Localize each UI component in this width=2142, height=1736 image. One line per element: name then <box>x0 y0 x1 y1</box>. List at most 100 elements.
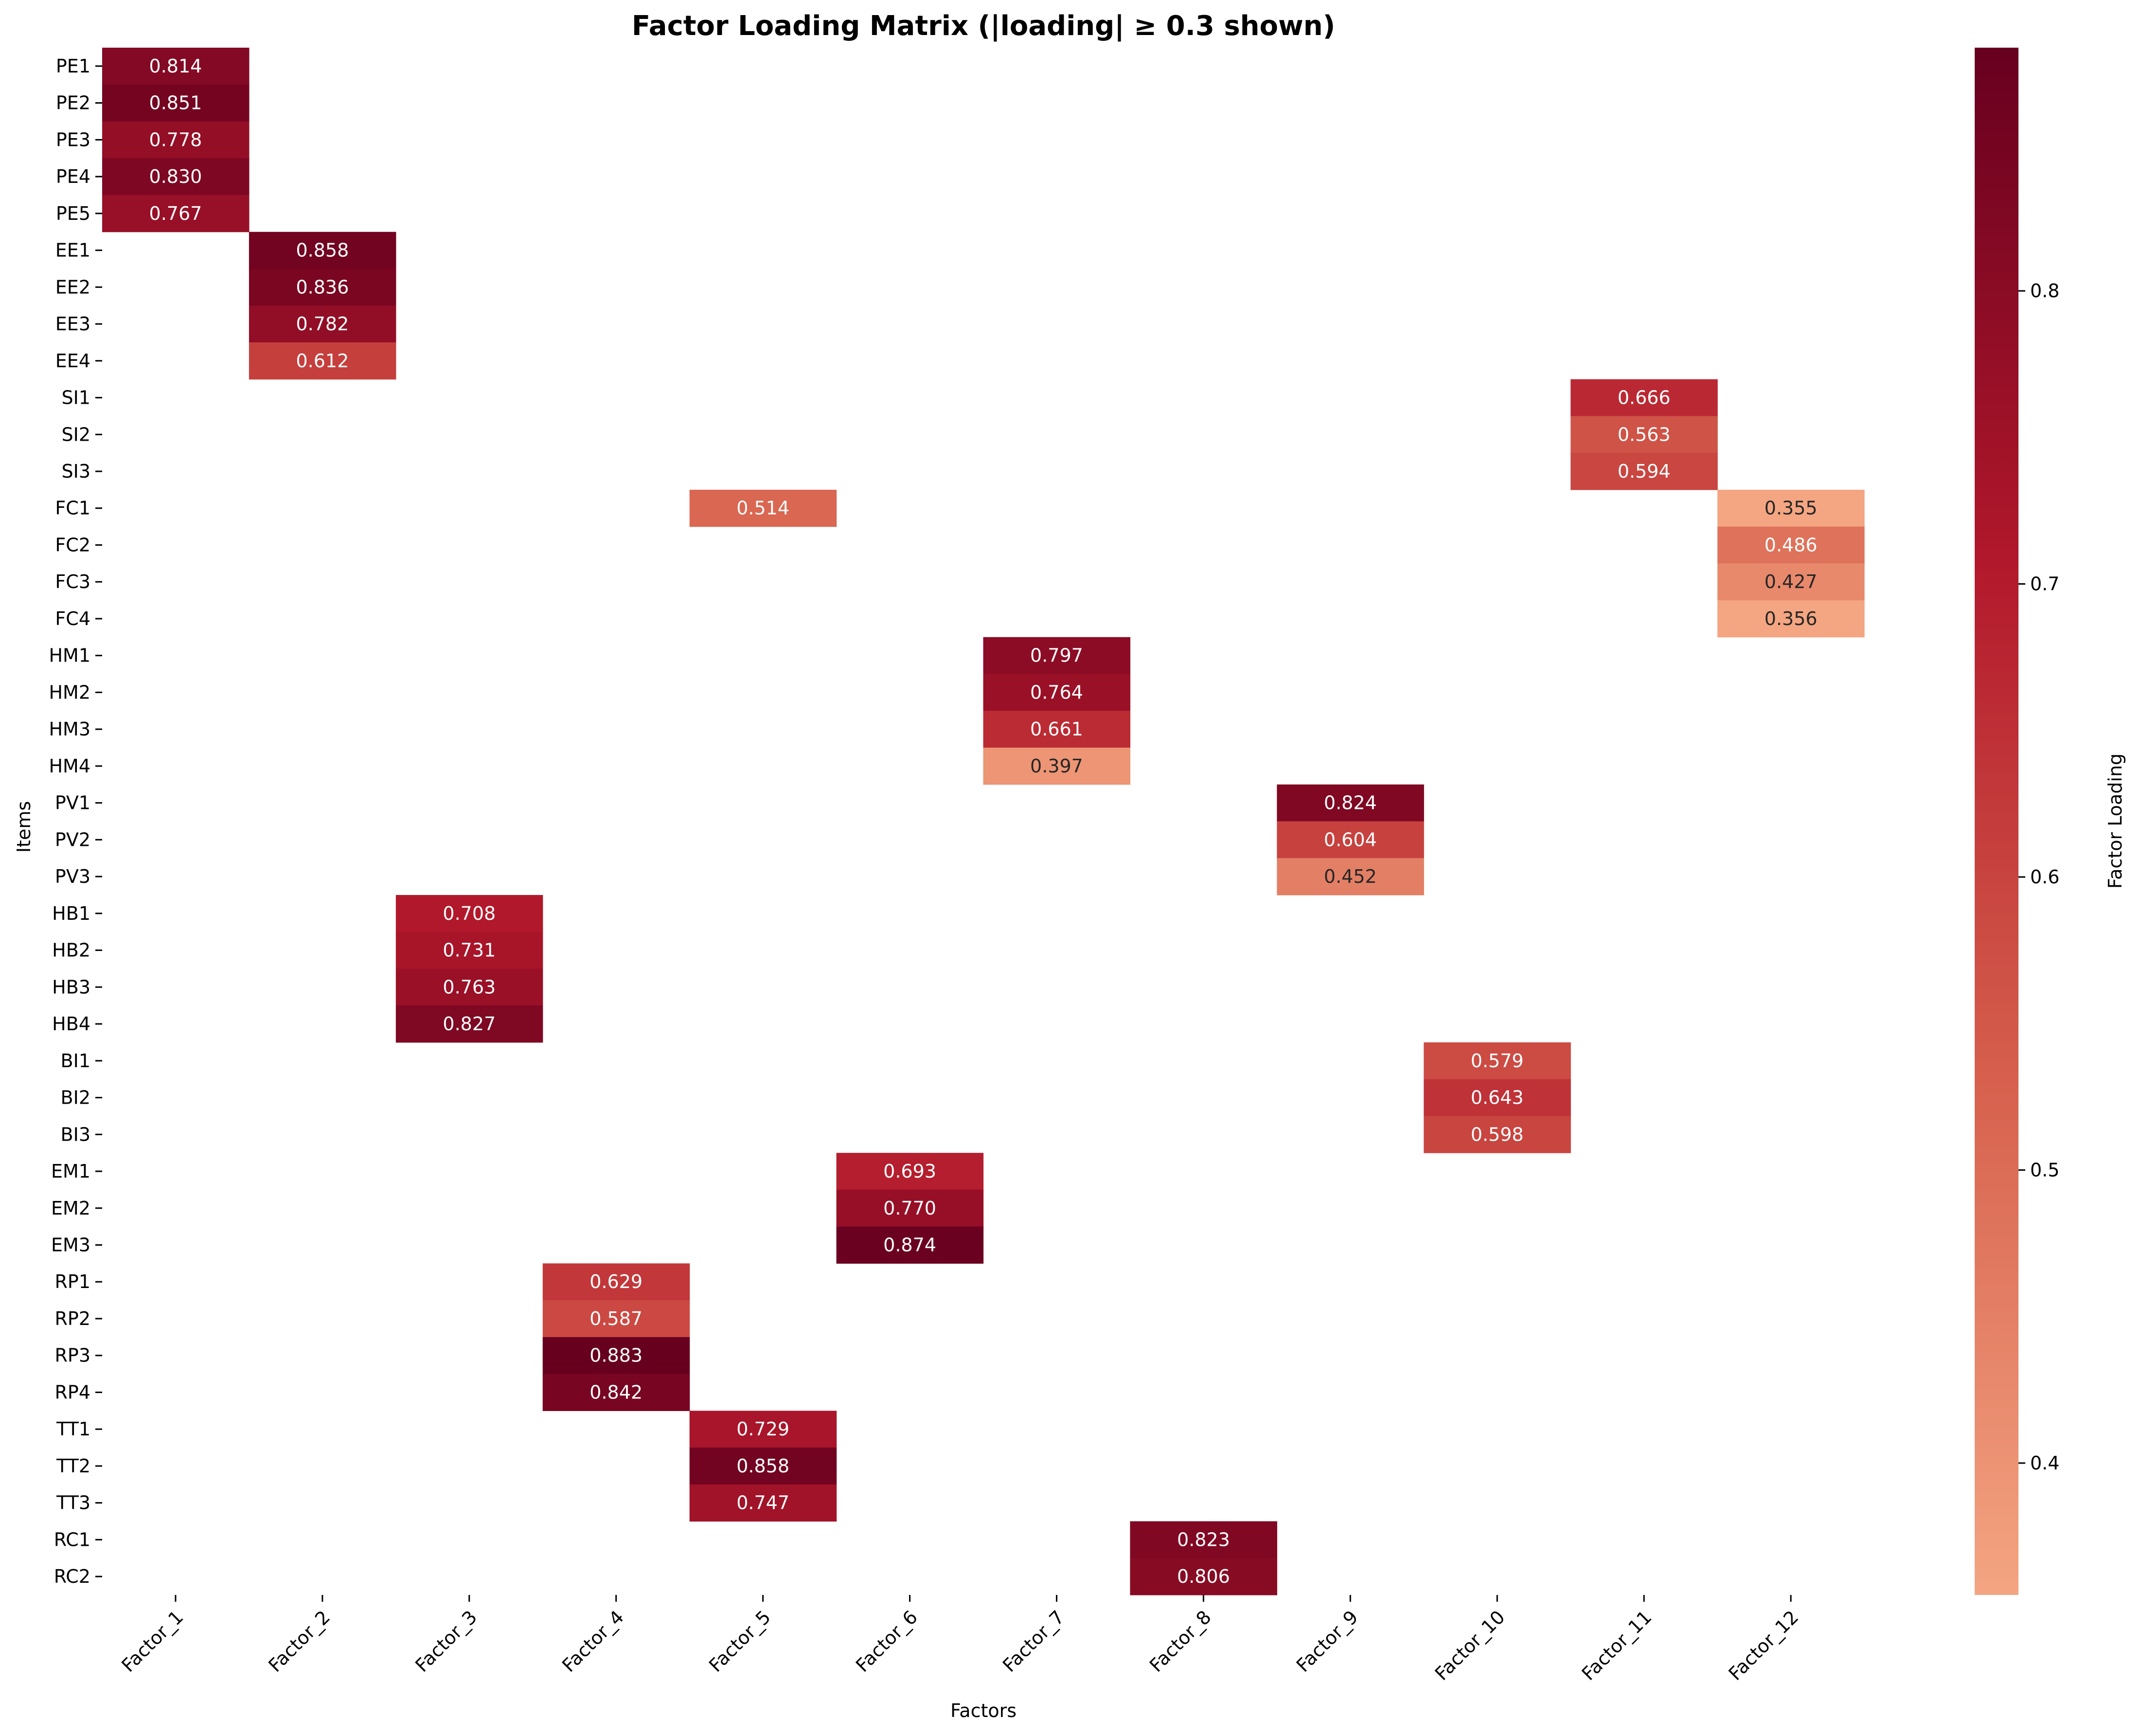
heatmap-cell-pe5-factor-1 <box>102 195 250 233</box>
cell-value-label-bi2-factor-10: 0.643 <box>1471 1087 1524 1109</box>
heatmap-cell-hm3-factor-7 <box>983 711 1131 748</box>
y-tick-label-em2: EM2 <box>51 1198 90 1219</box>
heatmap-cell-hb4-factor-3 <box>395 1005 543 1043</box>
heatmap-cell-pv3-factor-9 <box>1277 858 1424 895</box>
cell-value-label-rc2-factor-8: 0.806 <box>1177 1566 1230 1587</box>
y-tick-label-fc2: FC2 <box>55 534 90 555</box>
colorbar-ticks: 0.4 0.5 0.6 0.7 0.8 <box>2018 280 2059 1474</box>
y-tick-label-fc3: FC3 <box>55 571 90 592</box>
cell-value-label-rp3-factor-4: 0.883 <box>589 1345 643 1366</box>
heatmap-cell-hm2-factor-7 <box>983 674 1131 711</box>
colorbar-tick-label-0-8: 0.8 <box>2030 280 2059 302</box>
y-tick-label-em3: EM3 <box>51 1234 90 1255</box>
cell-value-label-pe4-factor-1: 0.830 <box>149 166 202 187</box>
y-tick-label-bi2: BI2 <box>61 1087 90 1109</box>
heatmap-cell-pe4-factor-1 <box>102 158 250 196</box>
cell-value-label-fc1-factor-12: 0.355 <box>1765 498 1818 519</box>
heatmap-cell-ee1-factor-2 <box>249 232 396 269</box>
heatmap-cell-fc2-factor-12 <box>1717 526 1865 564</box>
y-tick-label-si2: SI2 <box>61 424 90 445</box>
colorbar-tick-label-0-4: 0.4 <box>2030 1452 2059 1474</box>
heatmap-cell-pe1-factor-1 <box>102 48 250 85</box>
y-tick-label-pe3: PE3 <box>56 129 90 150</box>
heatmap-cell-hb2-factor-3 <box>395 931 543 969</box>
cell-value-label-hb2-factor-3: 0.731 <box>443 940 496 961</box>
y-tick-label-hm1: HM1 <box>49 645 90 666</box>
heatmap-cell-fc4-factor-12 <box>1717 600 1865 638</box>
cell-value-label-pe5-factor-1: 0.767 <box>149 203 202 224</box>
heatmap-cell-em2-factor-6 <box>836 1189 984 1227</box>
cell-value-label-hm4-factor-7: 0.397 <box>1030 755 1083 777</box>
cell-value-label-si3-factor-11: 0.594 <box>1618 461 1671 482</box>
heatmap-cell-bi2-factor-10 <box>1424 1079 1571 1117</box>
cell-value-label-tt2-factor-5: 0.858 <box>736 1455 789 1477</box>
y-axis-label: Items <box>13 801 35 853</box>
y-tick-label-ee3: EE3 <box>55 313 90 335</box>
cell-value-label-bi3-factor-10: 0.598 <box>1471 1124 1524 1145</box>
y-tick-label-bi3: BI3 <box>61 1124 90 1145</box>
heatmap-cell-rp4-factor-4 <box>542 1374 690 1411</box>
cell-value-label-fc1-factor-5: 0.514 <box>736 498 789 519</box>
cell-value-label-pe1-factor-1: 0.814 <box>149 55 202 77</box>
cell-value-label-fc4-factor-12: 0.356 <box>1765 608 1818 629</box>
heatmap-cell-tt1-factor-5 <box>689 1411 837 1448</box>
heatmap-cell-fc1-factor-5 <box>689 489 837 527</box>
cell-value-label-hb4-factor-3: 0.827 <box>443 1013 496 1035</box>
y-tick-label-hm4: HM4 <box>49 755 90 777</box>
y-tick-label-hb3: HB3 <box>52 976 90 998</box>
heatmap-cell-si3-factor-11 <box>1571 453 1718 490</box>
heatmap-cell-rc2-factor-8 <box>1130 1558 1277 1595</box>
heatmap-cell-hb1-factor-3 <box>395 895 543 932</box>
cell-value-label-hb1-factor-3: 0.708 <box>443 903 496 924</box>
y-tick-label-hm2: HM2 <box>49 681 90 703</box>
y-tick-label-ee1: EE1 <box>55 240 90 261</box>
heatmap-cell-em1-factor-6 <box>836 1153 984 1190</box>
heatmap-cell-rp2-factor-4 <box>542 1300 690 1338</box>
heatmap-cell-pv2-factor-9 <box>1277 821 1424 859</box>
heatmap-cell-hm4-factor-7 <box>983 748 1131 785</box>
y-tick-label-ee4: EE4 <box>55 350 90 372</box>
cell-value-label-rp1-factor-4: 0.629 <box>589 1271 643 1292</box>
y-tick-label-pv1: PV1 <box>55 792 90 814</box>
cell-value-label-hm3-factor-7: 0.661 <box>1030 718 1083 740</box>
x-axis-label: Factors <box>950 1700 1017 1721</box>
cell-value-label-pe3-factor-1: 0.778 <box>149 129 202 150</box>
y-tick-label-pv2: PV2 <box>55 829 90 850</box>
heatmap-cell-bi1-factor-10 <box>1424 1042 1571 1080</box>
cell-value-label-fc3-factor-12: 0.427 <box>1765 571 1818 592</box>
y-tick-label-hb4: HB4 <box>52 1013 90 1035</box>
heatmap-cell-fc3-factor-12 <box>1717 563 1865 601</box>
heatmap-cell-rc1-factor-8 <box>1130 1521 1277 1558</box>
y-axis: PE1 PE2 PE3 PE4 PE5 EE1 EE2 EE3 EE4 SI1 SI2 SI3 FC1 F… <box>49 55 102 1587</box>
y-tick-label-hb1: HB1 <box>52 903 90 924</box>
heatmap-cells <box>102 48 1865 1595</box>
heatmap-cell-rp1-factor-4 <box>542 1263 690 1301</box>
y-tick-label-pv3: PV3 <box>55 866 90 887</box>
cell-value-label-ee4-factor-2: 0.612 <box>296 350 349 372</box>
heatmap-cell-pe3-factor-1 <box>102 121 250 159</box>
cell-value-label-si2-factor-11: 0.563 <box>1618 424 1671 445</box>
heatmap-cell-labels: 0.814 0.851 0.778 0.830 0.767 0.858 0.836 0.782… <box>149 55 1818 1587</box>
colorbar-tick-label-0-5: 0.5 <box>2030 1159 2059 1181</box>
heatmap-cell-ee2-factor-2 <box>249 268 396 306</box>
cell-value-label-ee2-factor-2: 0.836 <box>296 276 349 298</box>
y-tick-label-pe5: PE5 <box>56 203 90 224</box>
heatmap-cell-fc1-factor-12 <box>1717 489 1865 527</box>
y-tick-label-tt1: TT1 <box>56 1418 90 1440</box>
heatmap-cell-bi3-factor-10 <box>1424 1116 1571 1153</box>
cell-value-label-em1-factor-6: 0.693 <box>883 1161 936 1182</box>
y-tick-label-pe1: PE1 <box>56 55 90 77</box>
heatmap-cell-ee4-factor-2 <box>249 342 396 380</box>
cell-value-label-hb3-factor-3: 0.763 <box>443 976 496 998</box>
y-tick-label-tt3: TT3 <box>56 1492 90 1514</box>
y-tick-label-rc2: RC2 <box>54 1566 90 1587</box>
cell-value-label-si1-factor-11: 0.666 <box>1618 387 1671 409</box>
y-tick-label-bi1: BI1 <box>61 1050 90 1072</box>
y-tick-label-tt2: TT2 <box>56 1455 90 1477</box>
colorbar-tick-label-0-6: 0.6 <box>2030 866 2059 888</box>
heatmap-cell-si2-factor-11 <box>1571 416 1718 453</box>
chart-title: Factor Loading Matrix (|loading| ≥ 0.3 s… <box>632 10 1335 42</box>
heatmap-cell-tt3-factor-5 <box>689 1484 837 1522</box>
